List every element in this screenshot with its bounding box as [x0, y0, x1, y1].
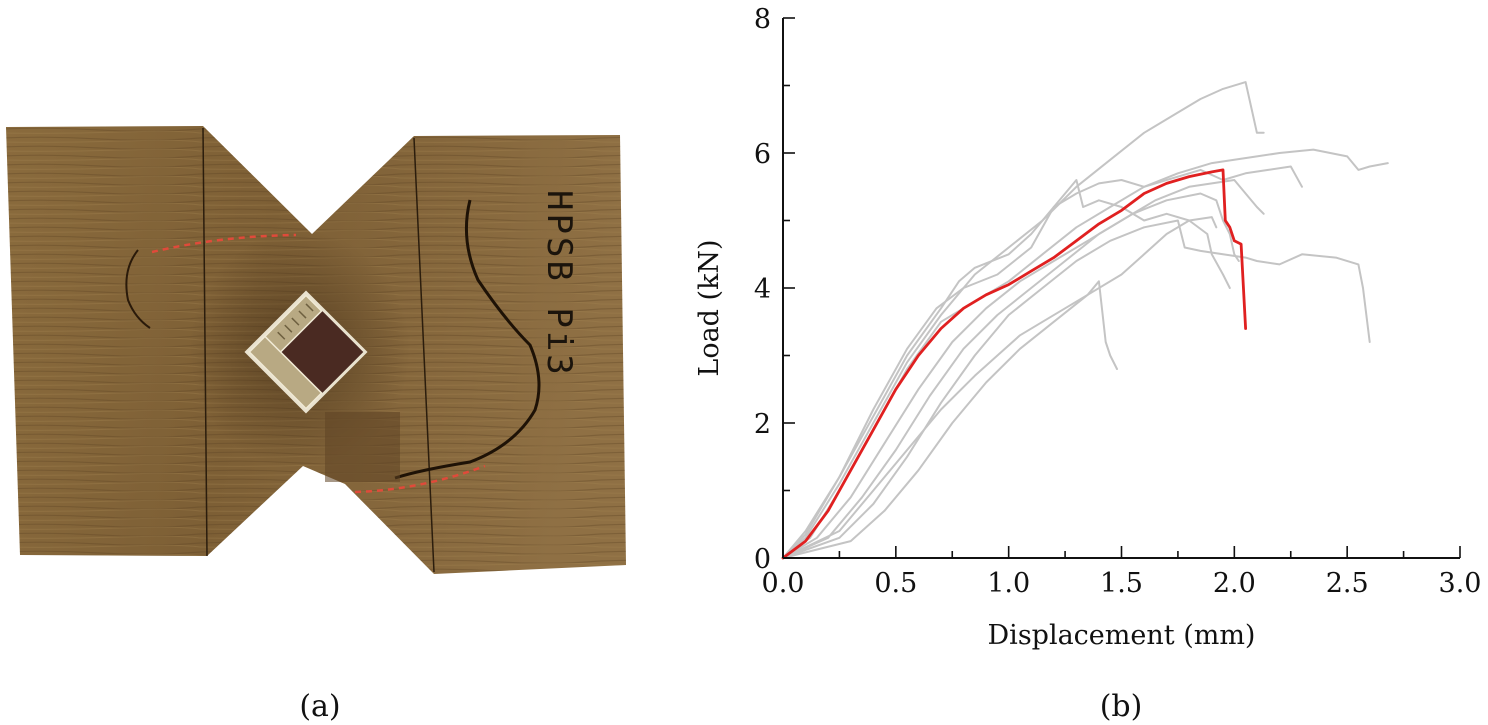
- y-tick-label: 6: [754, 139, 771, 170]
- series-line-highlight: [781, 168, 1247, 560]
- series-line-4: [782, 179, 1265, 559]
- y-tick-label: 4: [754, 274, 771, 305]
- specimen-label: HPSB Pi3: [539, 190, 579, 378]
- panel-a-specimen: HPSB Pi3 (a): [6, 126, 626, 724]
- series-line-3: [782, 148, 1389, 559]
- crack-marker-bottom: [354, 464, 486, 494]
- x-tick-label: 1.0: [987, 568, 1030, 599]
- y-tick-label: 2: [754, 409, 771, 440]
- series-line-6: [782, 219, 1371, 559]
- crack-left: [125, 249, 151, 329]
- series-layer: [781, 81, 1389, 560]
- x-tick-label: 2.5: [1326, 568, 1369, 599]
- x-axis-title: Displacement (mm): [988, 620, 1256, 651]
- panel-b-chart: 0.0 0.5 1.0 1.5 2.0 2.5 3.0 0 2 4 6 8 Displacement …: [694, 4, 1481, 724]
- panel-a-caption: (a): [299, 689, 340, 724]
- series-line-9: [782, 165, 1303, 559]
- y-axis-title: Load (kN): [694, 239, 725, 376]
- crack-right: [394, 199, 541, 480]
- x-tick-label: 0.0: [762, 568, 805, 599]
- x-tick-label: 3.0: [1439, 568, 1482, 599]
- series-line-1: [782, 81, 1265, 559]
- x-tick-label: 2.0: [1213, 568, 1256, 599]
- series-line-8: [782, 280, 1118, 559]
- patch-lower: [325, 412, 400, 482]
- panel-b-caption: (b): [1100, 689, 1143, 724]
- strain-gauge: [244, 290, 368, 414]
- x-tick-label: 0.5: [874, 568, 917, 599]
- x-tick-label: 1.5: [1100, 568, 1143, 599]
- y-tick-label: 0: [754, 544, 771, 575]
- pencil-line-left: [202, 127, 208, 557]
- ticks-layer: 0.0 0.5 1.0 1.5 2.0 2.5 3.0 0 2 4 6 8: [754, 4, 1482, 599]
- crack-marker-top: [151, 233, 297, 254]
- series-line-5: [782, 192, 1240, 559]
- series-line-2: [782, 179, 1231, 559]
- pencil-line-right: [413, 137, 435, 573]
- series-line-7: [782, 216, 1218, 559]
- y-tick-label: 8: [754, 4, 771, 35]
